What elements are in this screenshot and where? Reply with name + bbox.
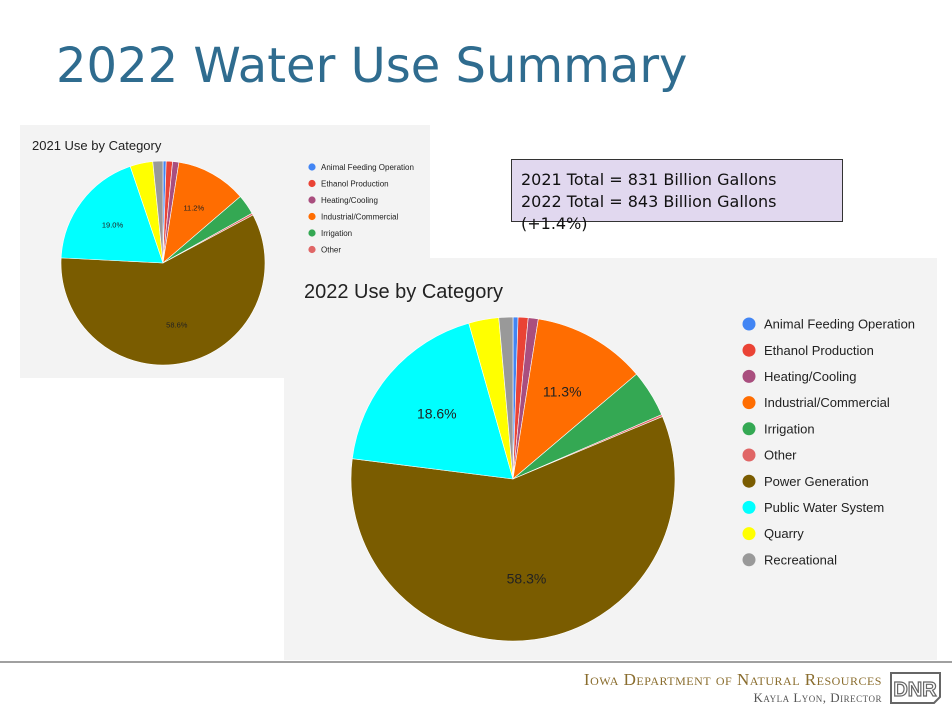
- slide-title: 2022 Water Use Summary: [56, 38, 688, 94]
- director-name: Kayla Lyon, Director: [753, 690, 882, 705]
- chart-2022: 2022 Use by Category 11.3% 58.3% 18.6% Anima…: [304, 281, 915, 642]
- data-label-power-generation: 58.6%: [166, 320, 188, 329]
- dnr-logo-text: DNR: [893, 679, 937, 701]
- legend-swatch-public-water-system: [742, 500, 756, 514]
- dnr-logo: DNR: [890, 672, 941, 704]
- legend-label-other: Other: [321, 245, 341, 254]
- legend-label-public-water-system: Public Water System: [764, 500, 884, 515]
- legend-label-irrigation: Irrigation: [321, 229, 352, 238]
- total-2021-text: 2021 Total = 831 Billion Gallons: [521, 170, 777, 189]
- legend-swatch-heating-cooling: [742, 369, 756, 383]
- chart-title: 2021 Use by Category: [32, 138, 162, 153]
- legend-label-animal-feeding-operation: Animal Feeding Operation: [764, 317, 915, 332]
- legend-swatch-irrigation: [742, 422, 756, 436]
- chart-2022-panel: 2022 Use by Category 11.3% 58.3% 18.6% Anima…: [284, 258, 937, 660]
- legend-swatch-ethanol-production: [742, 343, 756, 357]
- legend-label-heating-cooling: Heating/Cooling: [321, 196, 378, 205]
- legend-swatch-animal-feeding-operation: [742, 317, 756, 331]
- legend-label-industrial-commercial: Industrial/Commercial: [764, 395, 890, 410]
- legend-label-industrial-commercial: Industrial/Commercial: [321, 212, 399, 221]
- legend-swatch-power-generation: [742, 474, 756, 488]
- pie-slice-public-water-system: [351, 322, 514, 480]
- legend-swatch-industrial-commercial: [308, 212, 316, 221]
- pie-slice-public-water-system: [60, 166, 164, 264]
- org-name: Iowa Department of Natural Resources: [583, 670, 882, 689]
- legend-swatch-heating-cooling: [308, 196, 316, 204]
- legend-label-other: Other: [764, 448, 797, 463]
- legend-swatch-irrigation: [308, 229, 316, 237]
- data-label-public-water-system: 18.6%: [417, 405, 457, 421]
- chart-2021-panel: 2021 Use by Category 11.2% 58.6% 19.0% Anima…: [20, 125, 430, 378]
- chart-2021: 2021 Use by Category 11.2% 58.6% 19.0% Anima…: [32, 138, 414, 366]
- data-label-public-water-system: 19.0%: [102, 221, 124, 230]
- chart-title: 2022 Use by Category: [304, 281, 503, 303]
- legend-swatch-other: [308, 245, 316, 254]
- legend-swatch-quarry: [742, 527, 756, 541]
- legend-label-animal-feeding-operation: Animal Feeding Operation: [321, 163, 414, 172]
- pie-slice-recreational: [498, 316, 514, 480]
- legend-label-heating-cooling: Heating/Cooling: [764, 369, 857, 384]
- pie-slice-power-generation: [60, 214, 266, 366]
- data-label-power-generation: 58.3%: [507, 570, 547, 586]
- footer-divider: [0, 661, 952, 663]
- legend-swatch-ethanol-production: [308, 179, 316, 188]
- pie-slice-power-generation: [350, 416, 676, 642]
- legend-swatch-industrial-commercial: [742, 396, 756, 410]
- legend-label-ethanol-production: Ethanol Production: [321, 179, 389, 188]
- totals-box: 2021 Total = 831 Billion Gallons 2022 To…: [511, 159, 843, 233]
- data-label-industrial-commercial: 11.3%: [543, 383, 582, 399]
- pie-slice-recreational: [152, 160, 164, 264]
- legend-swatch-other: [742, 448, 756, 462]
- pie-slice-industrial-commercial: [512, 318, 637, 480]
- data-label-industrial-commercial: 11.2%: [183, 203, 204, 212]
- pie-slice-industrial-commercial: [162, 161, 241, 264]
- legend-swatch-recreational: [742, 553, 756, 567]
- legend-label-power-generation: Power Generation: [764, 474, 869, 489]
- legend-label-irrigation: Irrigation: [764, 421, 815, 436]
- legend-label-quarry: Quarry: [764, 526, 804, 541]
- legend-label-recreational: Recreational: [764, 552, 837, 567]
- legend-label-ethanol-production: Ethanol Production: [764, 343, 874, 358]
- legend-swatch-animal-feeding-operation: [308, 163, 316, 171]
- total-2022-text: 2022 Total = 843 Billion Gallons (+1.4%): [521, 192, 777, 233]
